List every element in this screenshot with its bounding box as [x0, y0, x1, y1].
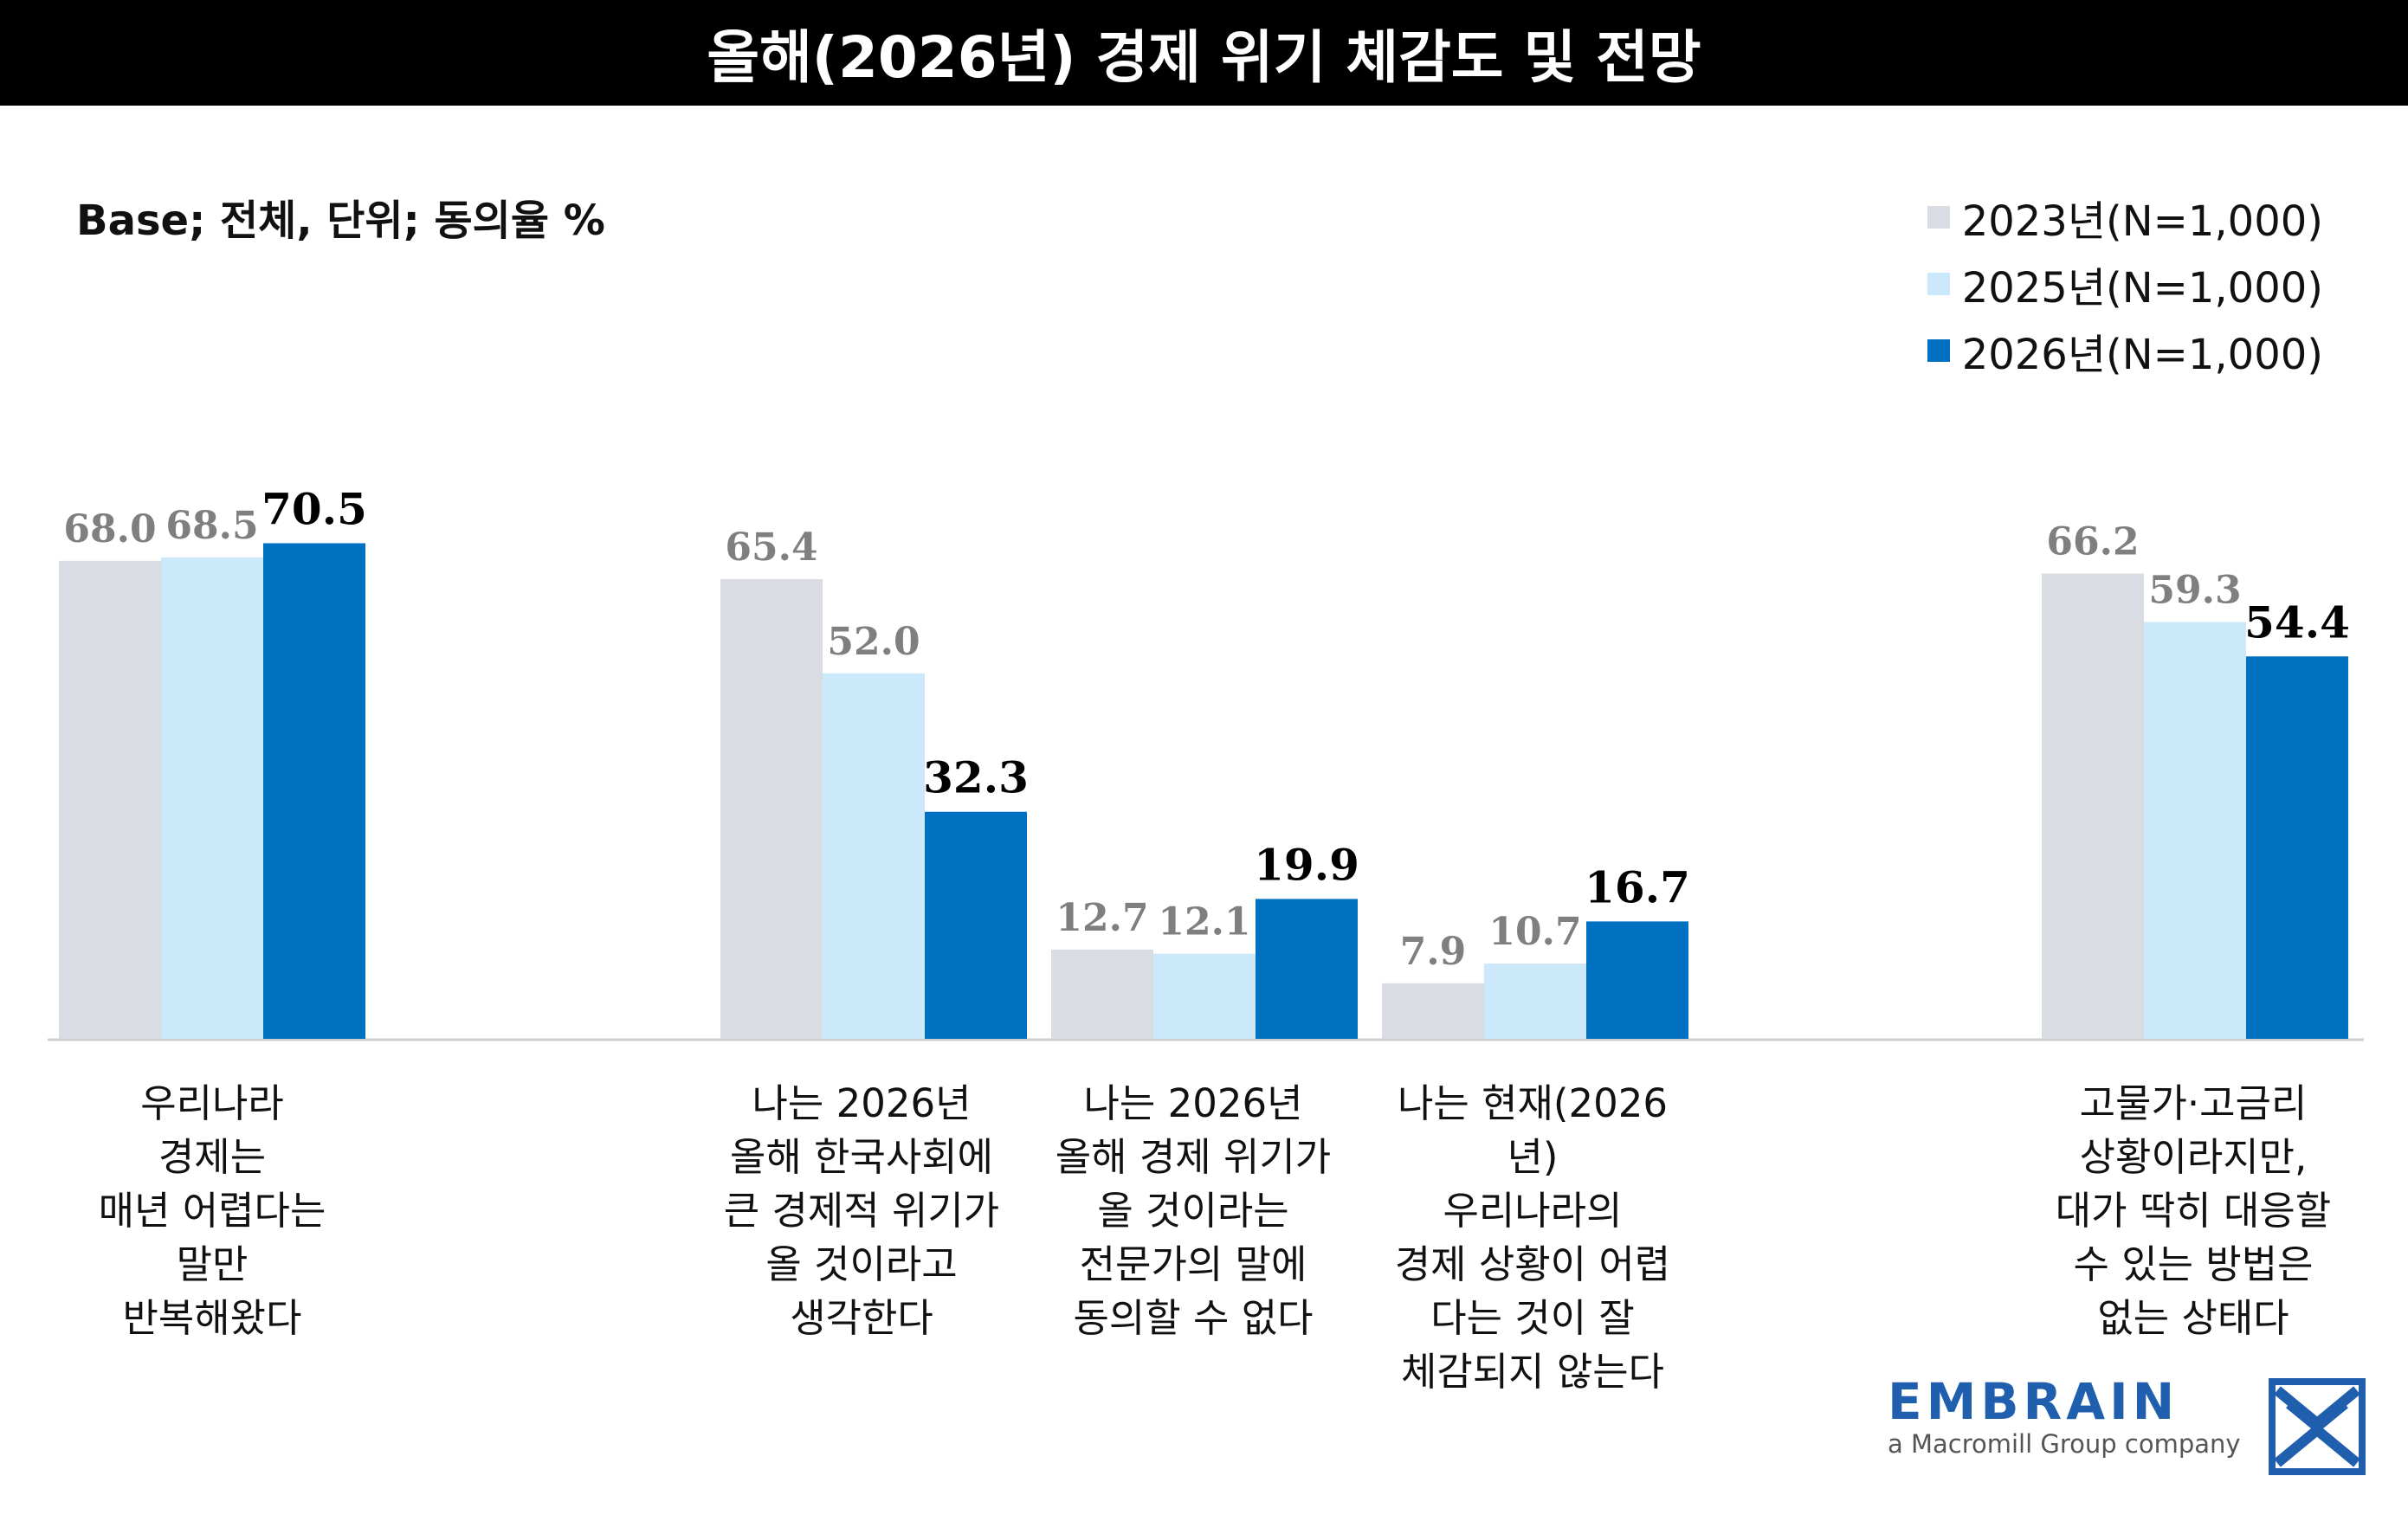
value-label-2025-cat2: 52.0 — [827, 620, 920, 664]
value-label-2023-cat4: 7.9 — [1400, 930, 1467, 974]
value-label-2025-cat1: 68.5 — [165, 504, 258, 548]
legend-item-2026: 2026년(N=1,000) — [1927, 317, 2323, 384]
legend-swatch-2026 — [1927, 338, 1950, 362]
bar-2026-cat5 — [2246, 656, 2348, 1039]
category-label-4: 나는 현재(2026년) 우리나라의 경제 상황이 어렵 다는 것이 잘 체감되… — [1394, 1080, 1671, 1395]
bar-2026-cat2 — [925, 811, 1027, 1039]
title-bar: 올해(2026년) 경제 위기 체감도 및 전망 — [0, 0, 2408, 106]
category-label-2: 나는 2026년 올해 한국사회에 큰 경제적 위기가 올 것이라고 생각한다 — [723, 1080, 1000, 1341]
bar-2023-cat3 — [1051, 949, 1153, 1039]
value-label-2026-cat2: 32.3 — [923, 752, 1029, 803]
bar-2023-cat5 — [2042, 573, 2144, 1039]
bar-2025-cat4 — [1484, 964, 1586, 1039]
embrain-logo: EMBRAIN a Macromill Group company — [1888, 1372, 2241, 1459]
logo-subtitle: a Macromill Group company — [1888, 1429, 2241, 1459]
legend-label-2023: 2023년(N=1,000) — [1961, 197, 2323, 246]
bar-2023-cat1 — [59, 560, 161, 1039]
legend: 2023년(N=1,000) 2025년(N=1,000) 2026년(N=1,… — [1927, 184, 2323, 384]
bar-2025-cat1 — [161, 557, 263, 1039]
bar-2026-cat1 — [263, 543, 365, 1039]
legend-swatch-2023 — [1927, 205, 1950, 229]
chart-title: 올해(2026년) 경제 위기 체감도 및 전망 — [707, 24, 1701, 91]
value-label-2023-cat2: 65.4 — [725, 525, 817, 570]
logo-brand: EMBRAIN — [1888, 1372, 2179, 1431]
bar-2025-cat5 — [2144, 622, 2246, 1039]
bar-2026-cat3 — [1256, 899, 1358, 1039]
legend-item-2025: 2025년(N=1,000) — [1927, 250, 2323, 317]
legend-label-2025: 2025년(N=1,000) — [1961, 263, 2323, 313]
value-label-2025-cat5: 59.3 — [2148, 568, 2241, 612]
value-label-2025-cat3: 12.1 — [1158, 900, 1250, 944]
value-label-2023-cat5: 66.2 — [2046, 519, 2139, 564]
category-label-3: 나는 2026년 올해 경제 위기가 올 것이라는 전문가의 말에 동의할 수 … — [1055, 1080, 1332, 1341]
category-label-5: 고물가·고금리 상황이라지만, 대가 딱히 대응할 수 있는 방법은 없는 상태… — [2055, 1080, 2332, 1341]
bar-2023-cat4 — [1382, 983, 1484, 1039]
legend-item-2023: 2023년(N=1,000) — [1927, 184, 2323, 250]
value-label-2026-cat3: 19.9 — [1254, 839, 1359, 890]
value-label-2023-cat1: 68.0 — [63, 507, 156, 551]
legend-label-2026: 2026년(N=1,000) — [1961, 330, 2323, 379]
value-label-2025-cat4: 10.7 — [1488, 910, 1581, 954]
base-note: Base; 전체, 단위; 동의율 % — [76, 197, 605, 245]
bar-2025-cat3 — [1153, 953, 1256, 1039]
value-label-2026-cat4: 16.7 — [1585, 861, 1690, 912]
bar-2025-cat2 — [823, 673, 925, 1039]
category-label-1: 우리나라 경제는 매년 어렵다는 말만 반복해왔다 — [98, 1080, 326, 1341]
legend-swatch-2025 — [1927, 272, 1950, 295]
value-label-2023-cat3: 12.7 — [1056, 896, 1148, 940]
embrain-logo-icon — [2269, 1378, 2366, 1475]
value-label-2026-cat5: 54.4 — [2244, 596, 2350, 648]
value-label-2026-cat1: 70.5 — [261, 484, 367, 535]
bar-2023-cat2 — [720, 578, 823, 1039]
bar-2026-cat4 — [1586, 921, 1688, 1039]
